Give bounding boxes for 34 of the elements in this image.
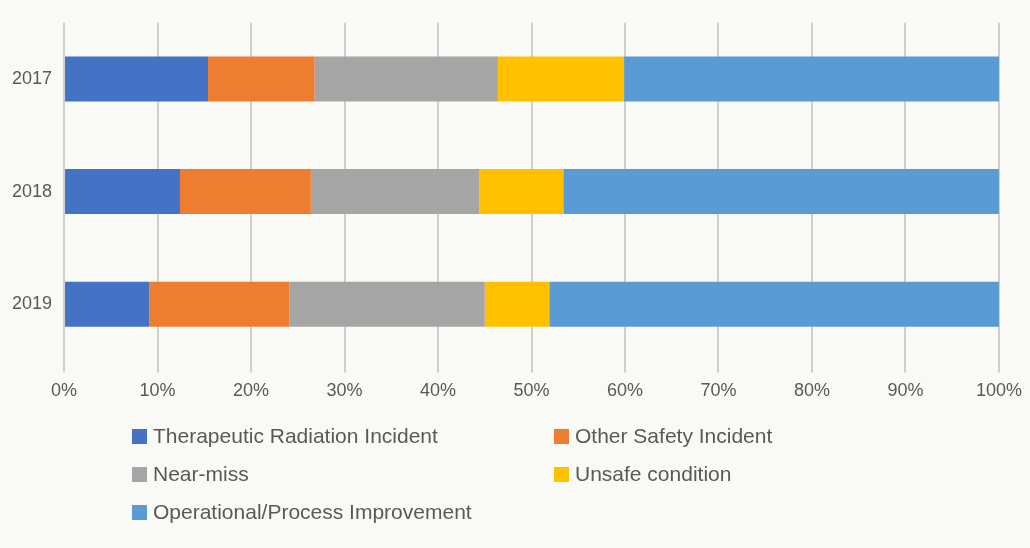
bar (65, 56, 209, 102)
x-tick-label: 70% (700, 380, 737, 401)
legend-label: Operational/Process Improvement (153, 500, 472, 524)
legend-label: Near-miss (153, 462, 249, 486)
legend-label: Other Safety Incident (575, 424, 773, 448)
bar (310, 169, 480, 215)
y-tick-label: 2018 (12, 180, 53, 201)
x-tick-label: 90% (887, 380, 924, 401)
bar (314, 56, 498, 102)
x-tick-label: 40% (420, 380, 457, 401)
x-tick-label: 50% (513, 380, 550, 401)
x-tick-label: 20% (233, 380, 270, 401)
x-tick-label: 60% (606, 380, 644, 401)
y-tick-label: 2017 (12, 68, 53, 89)
bar (179, 169, 311, 215)
x-tick-label: 0% (51, 380, 78, 401)
legend-label: Unsafe condition (575, 462, 732, 486)
x-tick-label: 30% (326, 380, 363, 401)
bar (208, 56, 315, 102)
y-tick-label: 2019 (12, 293, 53, 314)
bar (149, 281, 290, 327)
bar (624, 56, 999, 102)
bar (65, 169, 180, 215)
x-tick-label: 100% (975, 380, 1022, 401)
bar (479, 169, 564, 215)
bar (289, 281, 485, 327)
bar (497, 56, 625, 102)
bar (549, 281, 999, 327)
bar (484, 281, 550, 327)
legend-label: Therapeutic Radiation Incident (153, 424, 438, 448)
bar (563, 169, 999, 215)
x-tick-label: 80% (793, 380, 831, 401)
x-tick-label: 10% (139, 380, 176, 401)
bar (65, 281, 150, 327)
